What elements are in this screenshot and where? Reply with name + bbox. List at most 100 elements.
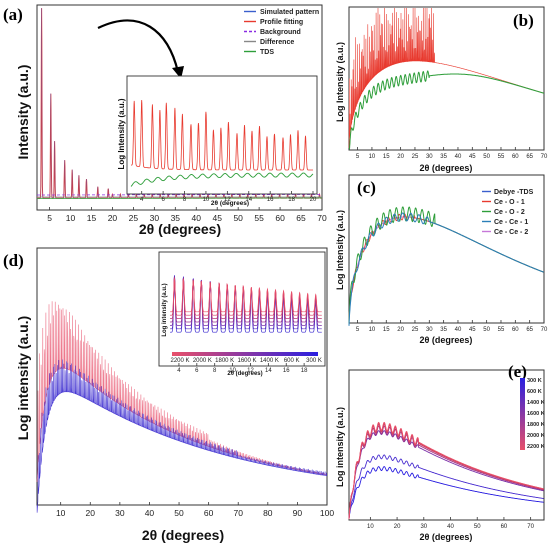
panel-b-x-tick-label: 30 <box>426 154 433 160</box>
panel-a-legend: Simulated pattern Profile fitting Backgrou… <box>244 9 319 56</box>
panel-d-inset-line <box>170 278 322 313</box>
panel-c-x-ticks: 5 10 15 20 25 30 35 40 45 50 55 60 65 70 <box>356 320 548 333</box>
panel-a-inset-x-tick-label: 20 <box>310 197 317 203</box>
panel-d-inset-line <box>170 276 322 326</box>
panel-b-x-tick-label: 15 <box>383 154 390 160</box>
panel-a-x-ticks: 5 10 15 20 25 30 35 40 45 50 55 60 65 70 <box>47 207 327 223</box>
panel-c-xlabel: 2θ (degrees) <box>420 335 473 345</box>
panel-a-inset-ylabel: Log Intensity (a.u.) <box>117 98 126 169</box>
panel-c-legend: Debye -TDS Ce - O - 1 Ce - O - 2 Ce - Ce - … <box>482 189 534 236</box>
temperature-legend-bar <box>520 378 525 450</box>
panel-c-x-tick-label: 65 <box>526 327 533 333</box>
panel-c-x-tick-label: 60 <box>512 327 519 333</box>
panel-d-inset-line <box>170 276 322 323</box>
panel-d-inset-xlabel: 2θ (degrees) <box>227 371 262 377</box>
panel-a-x-tick-label: 30 <box>150 213 160 223</box>
panel-a-inset-xlabel: 2θ (degrees) <box>211 200 249 207</box>
temperature-label: 1400 K <box>260 358 279 364</box>
panel-a-inset-x-tick-label: 8 <box>183 197 187 203</box>
panel-d-inset-x-tick-label: 4 <box>177 368 181 374</box>
panel-d-inset-line <box>170 275 322 330</box>
panel-b-x-tick-label: 40 <box>455 154 462 160</box>
panel-d-inset-line <box>170 277 322 319</box>
panel-c-label: (c) <box>357 178 376 197</box>
panel-d-x-tick-label: 40 <box>145 508 155 518</box>
panel-d-inset-x-tick-label: 8 <box>213 368 217 374</box>
temperature-label: 2000 K <box>193 358 212 364</box>
panel-a-inset-x-tick-label: 6 <box>161 197 165 203</box>
panel-d-inset-line <box>170 275 322 333</box>
background-line <box>36 194 323 196</box>
panel-c-x-tick-label: 35 <box>440 327 447 333</box>
panel-b-x-tick-label: 65 <box>526 154 533 160</box>
panel-d-x-tick-label: 60 <box>204 508 214 518</box>
panel-a-xlabel: 2θ (degrees) <box>139 221 221 237</box>
temperature-label: 300 K <box>306 358 322 364</box>
inset-tds-line <box>130 172 314 187</box>
panel-b-x-tick-label: 45 <box>469 154 476 160</box>
panel-e-x-ticks: 10 20 30 40 50 60 70 <box>367 517 535 530</box>
panel-d-ylabel: Log intensity (a.u.) <box>15 316 31 440</box>
panel-c-ylabel: Log Intensity (a.u.) <box>335 210 345 290</box>
panel-d-x-tick-label: 70 <box>233 508 243 518</box>
panel-e-x-tick-label: 50 <box>474 524 481 530</box>
panel-a-x-tick-label: 55 <box>254 213 264 223</box>
panel-c-x-tick-label: 20 <box>397 327 404 333</box>
temperature-legend-label: 2200 K <box>527 444 545 450</box>
panel-c-x-tick-label: 50 <box>483 327 490 333</box>
panel-a-inset-x-tick-label: 14 <box>245 197 252 203</box>
panel-a-x-tick-label: 65 <box>296 213 306 223</box>
panel-a-ylabel: Intensity (a.u.) <box>15 65 31 160</box>
panel-d-x-tick-label: 10 <box>56 508 66 518</box>
panel-d-x-ticks: 10 20 30 40 50 60 70 80 90 100 <box>56 502 334 518</box>
panel-e-temperature-line <box>348 466 544 519</box>
panel-b-x-tick-label: 60 <box>512 154 519 160</box>
panel-a-x-tick-label: 10 <box>66 213 76 223</box>
panel-c-x-tick-label: 40 <box>455 327 462 333</box>
panel-a-x-tick-label: 15 <box>87 213 97 223</box>
panel-d-xlabel: 2θ (degrees) <box>142 527 224 543</box>
panel-d-temperature-bar: 2200 K 2000 K 1800 K 1600 K 1400 K 600 K 300 K <box>170 352 322 364</box>
inset-profile-line <box>131 99 313 171</box>
panel-e: 10 20 30 40 50 60 70 (e) Log intensity (a.u.) … <box>335 362 545 542</box>
temperature-label: 600 K <box>284 358 300 364</box>
panel-b-x-tick-label: 5 <box>356 154 360 160</box>
temperature-legend-label: 300 K <box>527 378 542 384</box>
panel-d-inset-x-tick-label: 6 <box>195 368 199 374</box>
panel-d-inset-x-tick-label: 16 <box>283 368 290 374</box>
panel-a-inset-x-ticks: 4 6 8 10 12 14 16 18 20 <box>140 191 317 203</box>
panel-a-inset-frame <box>126 75 318 195</box>
panel-a-x-tick-label: 25 <box>129 213 139 223</box>
panel-c-frame <box>348 174 545 324</box>
panel-c-x-tick-label: 25 <box>412 327 419 333</box>
panel-b: 5 10 15 20 25 30 35 40 45 50 55 60 65 70 (b) Log Inte… <box>335 6 548 173</box>
ce-ce-1-line <box>348 212 544 326</box>
panel-d-x-tick-label: 20 <box>86 508 96 518</box>
panel-d-frame <box>36 247 328 506</box>
panel-a-x-tick-label: 20 <box>108 213 118 223</box>
panel-a-curves <box>36 8 323 199</box>
temperature-legend-label: 1600 K <box>527 411 545 417</box>
panel-c-x-tick-label: 45 <box>469 327 476 333</box>
panel-d-x-tick-label: 50 <box>174 508 184 518</box>
legend-label: Ce - O - 2 <box>494 209 525 216</box>
temperature-legend-label: 2000 K <box>527 433 545 439</box>
panel-b-green-line <box>348 70 545 150</box>
panel-e-temperature-line <box>348 430 544 519</box>
panel-e-temperature-legend: 300 K 600 K 1400 K 1600 K 1800 K 2000 K 2200 K <box>520 378 545 450</box>
panel-e-temperature-line <box>348 425 544 520</box>
panel-c-x-tick-label: 70 <box>541 327 548 333</box>
panel-a-frame <box>36 4 323 211</box>
panel-e-x-tick-label: 60 <box>501 524 508 530</box>
panel-a-x-tick-label: 5 <box>47 213 52 223</box>
panel-d-x-tick-label: 100 <box>320 508 334 518</box>
panel-d-x-tick-label: 30 <box>115 508 125 518</box>
panel-e-temperature-line <box>348 421 544 520</box>
panel-e-curves <box>348 421 544 520</box>
temperature-bar <box>172 352 318 356</box>
panel-a-inset-curves <box>130 99 314 187</box>
panel-b-x-tick-label: 10 <box>369 154 376 160</box>
panel-d-x-tick-label: 90 <box>293 508 303 518</box>
legend-label: Background <box>260 29 301 36</box>
